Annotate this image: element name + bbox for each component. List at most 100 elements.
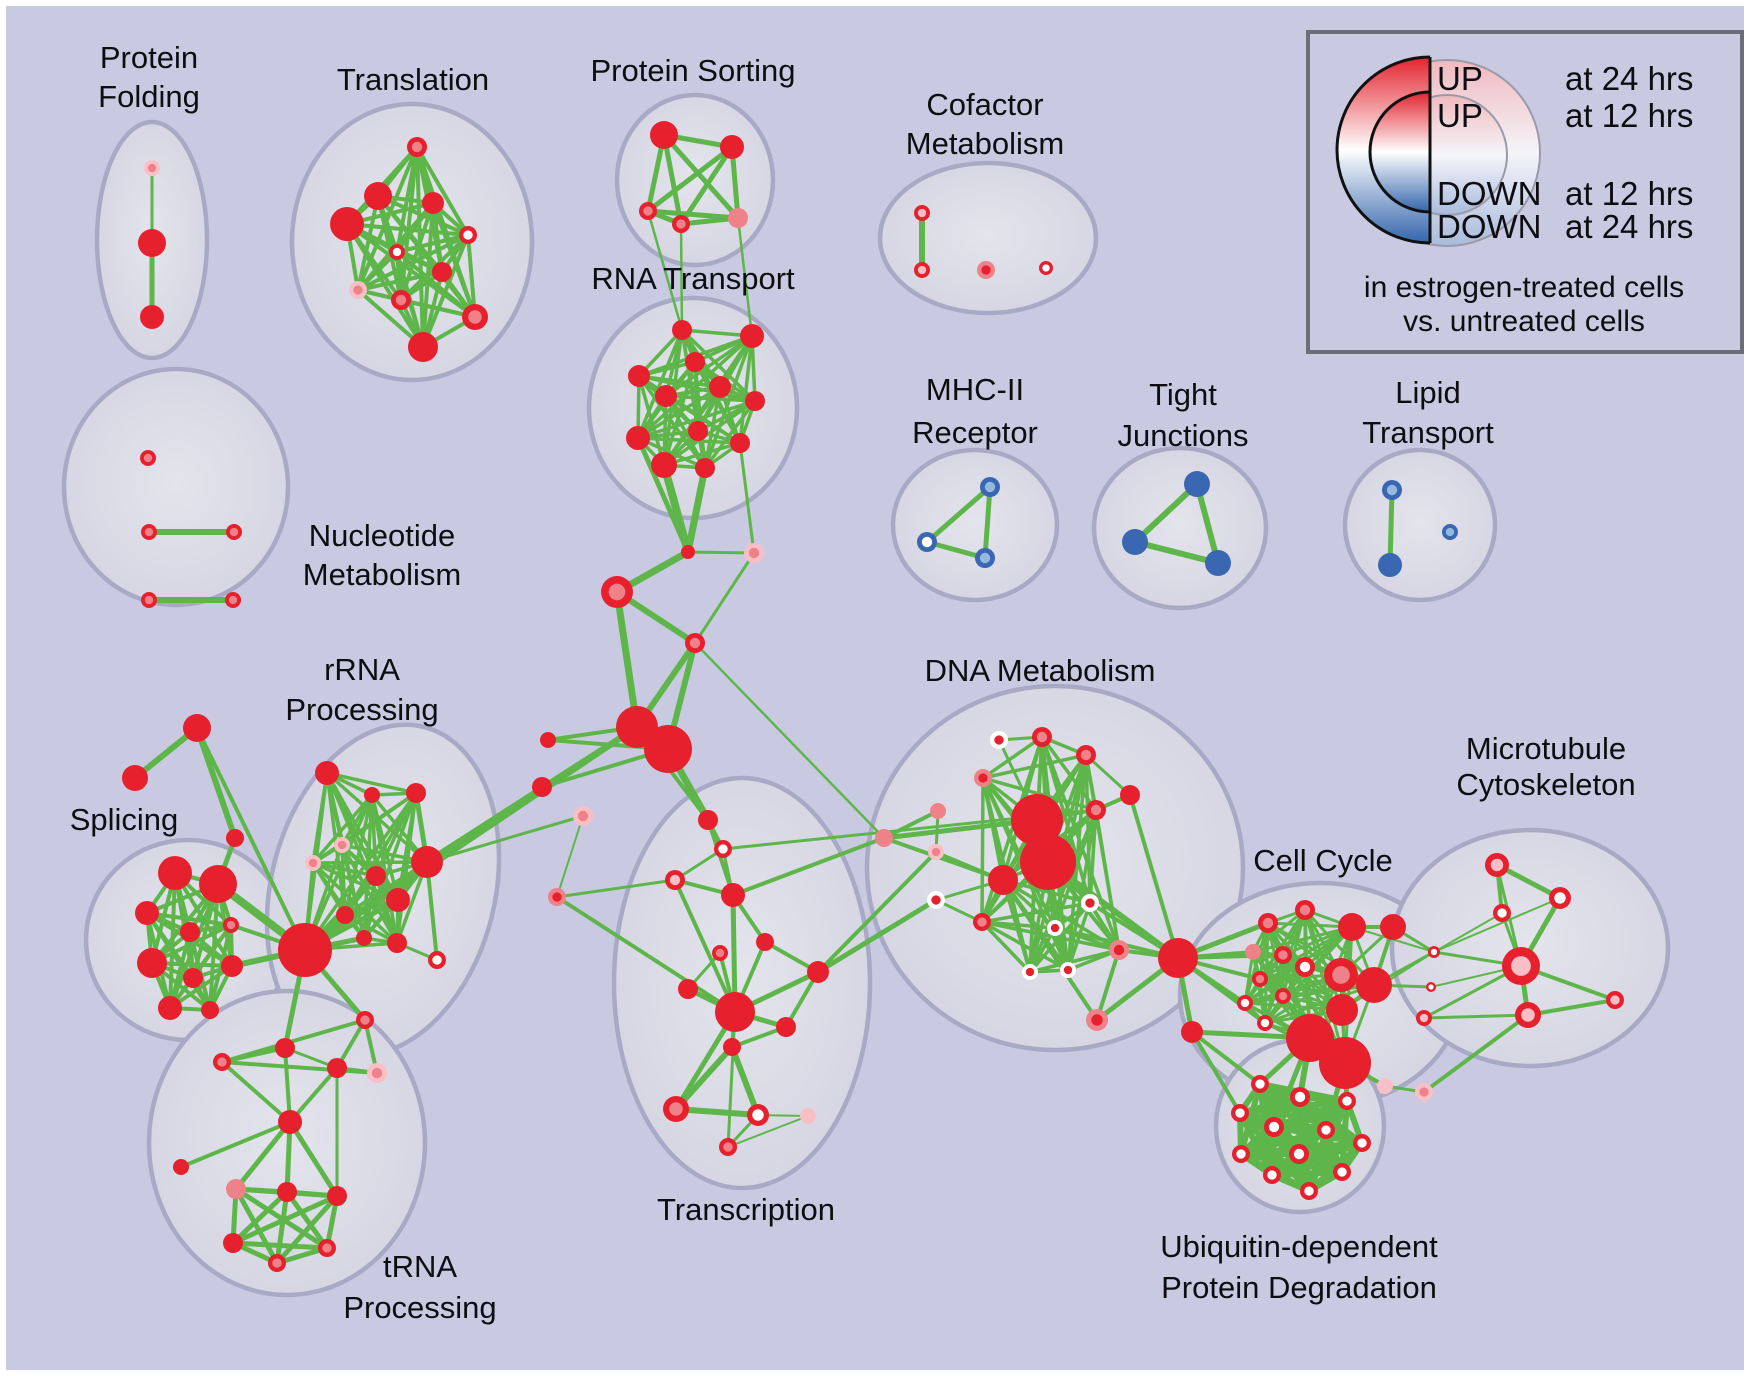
node-sp8[interactable] [221,955,243,977]
node-sp5[interactable] [223,917,239,933]
node-tr10[interactable] [318,1239,336,1257]
node-tj2[interactable] [1122,529,1148,555]
node-cc14[interactable] [1286,1014,1334,1062]
node-sp3[interactable] [135,901,159,925]
node-r6[interactable] [709,376,731,398]
node-pf2[interactable] [138,229,166,257]
node-st2[interactable] [122,765,148,791]
node-tx7[interactable] [807,961,829,983]
node-rr12[interactable] [356,1011,374,1029]
node-cc19[interactable] [1415,1083,1433,1101]
node-pf1[interactable] [144,160,160,176]
node-ch6[interactable] [644,725,692,773]
node-tx12[interactable] [663,1096,689,1122]
node-rr8[interactable] [336,906,354,924]
node-rr2[interactable] [364,787,380,803]
node-st3[interactable] [226,829,244,847]
node-rr9[interactable] [356,930,372,946]
node-cc2[interactable] [1295,900,1315,920]
node-sp10[interactable] [201,1001,219,1019]
node-tx11[interactable] [723,1038,741,1056]
node-cc17[interactable] [1181,1021,1203,1043]
node-mt2[interactable] [1549,887,1571,909]
node-dm14[interactable] [973,913,991,931]
node-cc5[interactable] [1245,944,1261,960]
node-u2[interactable] [1290,1087,1310,1107]
node-t11[interactable] [408,332,438,362]
node-cc1[interactable] [1258,913,1278,933]
node-ps4[interactable] [672,215,690,233]
node-tj1[interactable] [1184,471,1210,497]
node-rrh[interactable] [278,923,332,977]
node-tx9[interactable] [715,992,755,1032]
node-tr4[interactable] [278,1110,302,1134]
node-tx10[interactable] [776,1017,796,1037]
node-cc3[interactable] [1338,913,1366,941]
node-tr5[interactable] [173,1159,189,1175]
node-ps3[interactable] [639,202,657,220]
node-nm3[interactable] [226,524,242,540]
node-tr7[interactable] [277,1182,297,1202]
node-cc12[interactable] [1237,995,1253,1011]
node-dm4[interactable] [974,769,992,787]
node-cc18[interactable] [1377,1078,1393,1094]
node-ch4[interactable] [685,633,705,653]
node-mh3[interactable] [975,548,995,568]
node-u1[interactable] [1251,1075,1269,1093]
node-cc16[interactable] [1326,994,1358,1026]
node-u5[interactable] [1264,1117,1284,1137]
node-rr10[interactable] [387,933,407,953]
node-nm2[interactable] [141,524,157,540]
node-mt5[interactable] [1502,947,1540,985]
node-u7[interactable] [1353,1134,1371,1152]
node-cm1[interactable] [914,205,930,221]
node-u12[interactable] [1300,1182,1318,1200]
node-mh2[interactable] [917,532,937,552]
node-dm10[interactable] [875,829,893,847]
node-rr1[interactable] [315,761,339,785]
node-tx13[interactable] [747,1104,769,1126]
node-mt9[interactable] [1606,991,1624,1009]
node-tr1[interactable] [213,1053,231,1071]
node-rr11[interactable] [428,951,446,969]
node-tx16[interactable] [548,888,566,906]
node-rr17[interactable] [573,806,593,826]
node-rr3[interactable] [406,783,426,803]
node-dm5[interactable] [930,803,946,819]
node-u3[interactable] [1338,1092,1356,1110]
node-tr6[interactable] [226,1179,246,1199]
node-r8[interactable] [626,426,650,450]
node-tx4[interactable] [721,883,745,907]
node-tx15[interactable] [719,1138,737,1156]
node-dm3[interactable] [1076,745,1096,765]
node-dm9[interactable] [1120,785,1140,805]
node-dm2[interactable] [1032,727,1052,747]
node-rr13[interactable] [367,1063,387,1083]
node-dm19[interactable] [1060,962,1076,978]
node-t8[interactable] [349,281,367,299]
node-cm4[interactable] [1039,261,1053,275]
node-r12[interactable] [695,458,715,478]
node-cc7[interactable] [1295,957,1315,977]
node-rr5[interactable] [305,855,321,871]
node-mt7[interactable] [1416,1010,1432,1026]
node-tj3[interactable] [1205,550,1231,576]
node-nm5[interactable] [225,592,241,608]
node-ch2[interactable] [681,545,695,559]
node-mt3[interactable] [1493,904,1511,922]
node-tr8[interactable] [327,1186,347,1206]
node-u9[interactable] [1289,1144,1309,1164]
node-dm13[interactable] [927,891,945,909]
node-dm7[interactable] [1020,834,1076,890]
node-t9[interactable] [391,290,411,310]
node-lt1[interactable] [1382,480,1402,500]
node-tr2[interactable] [275,1038,295,1058]
node-tx14[interactable] [800,1108,816,1124]
node-tx1[interactable] [698,810,718,830]
node-cc15[interactable] [1319,1037,1371,1089]
node-mh1[interactable] [980,477,1000,497]
node-tx6[interactable] [756,933,774,951]
node-tx8[interactable] [678,979,698,999]
node-lt2[interactable] [1378,553,1402,577]
node-dm6[interactable] [1011,794,1063,846]
